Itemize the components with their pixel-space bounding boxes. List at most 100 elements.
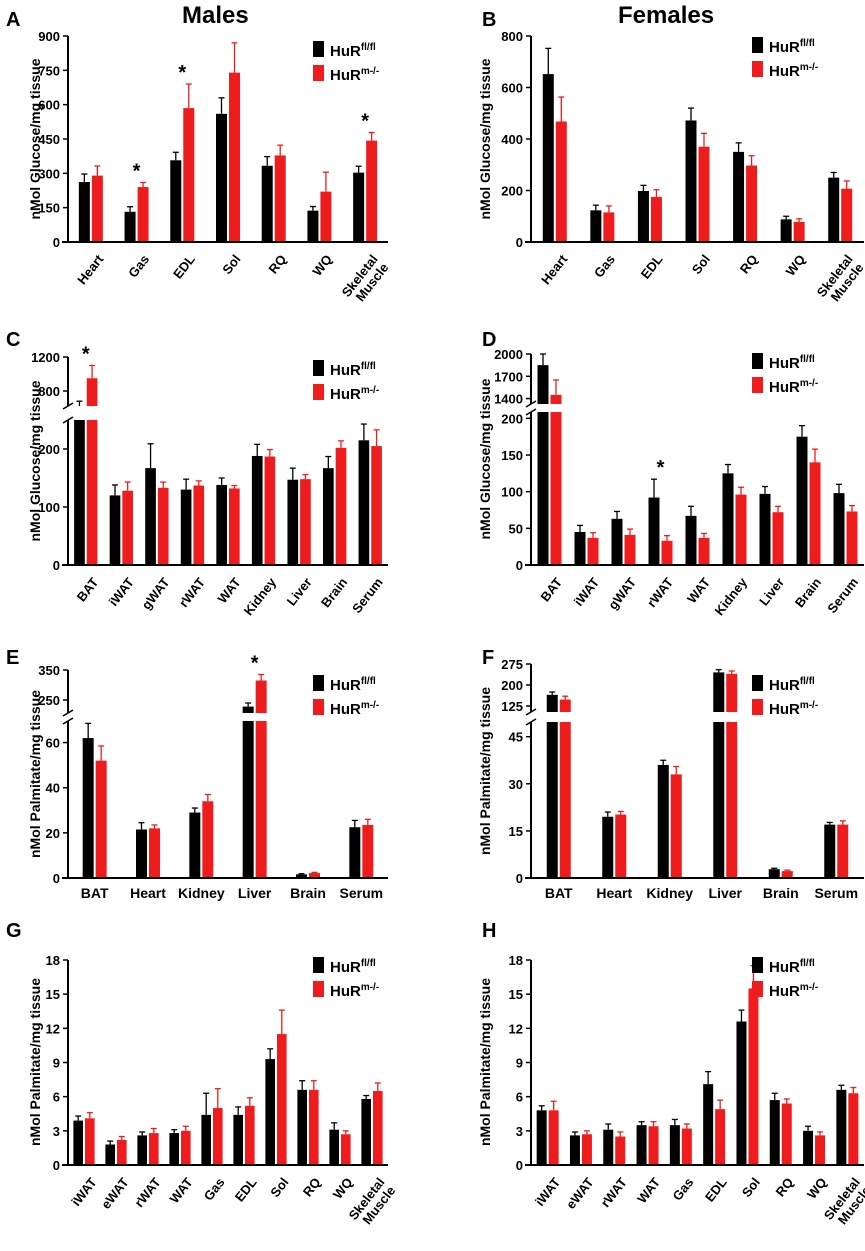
x-tick-label: Liver bbox=[709, 885, 743, 901]
y-tick-label: 200 bbox=[38, 442, 60, 457]
bar bbox=[768, 869, 780, 878]
bar bbox=[624, 534, 636, 565]
bar bbox=[648, 1126, 659, 1165]
x-tick-label: iWAT bbox=[571, 575, 602, 609]
bar bbox=[841, 188, 853, 242]
x-tick-label-line: Serum bbox=[824, 575, 861, 616]
bar bbox=[581, 1134, 592, 1165]
bar bbox=[287, 479, 299, 565]
y-axis-title: nMol Glucose/mg tissue bbox=[477, 378, 493, 539]
significance-asterisk: * bbox=[657, 457, 665, 479]
y-tick-label: 40 bbox=[46, 781, 60, 796]
legend-label-base: HuR bbox=[769, 63, 800, 80]
legend-label-base: HuR bbox=[769, 355, 800, 372]
x-tick-label-line: WAT bbox=[215, 575, 244, 606]
legend-label-base: HuR bbox=[769, 677, 800, 694]
x-tick-label-line: EDL bbox=[702, 1175, 730, 1205]
axis-break-mark bbox=[525, 708, 537, 716]
bar bbox=[781, 871, 793, 878]
y-tick-label: 300 bbox=[38, 166, 60, 181]
bar bbox=[193, 485, 205, 565]
x-tick-label: Sol bbox=[267, 1175, 291, 1200]
x-tick-label: gWAT bbox=[605, 575, 639, 613]
x-tick-label-line: Kidney bbox=[712, 574, 751, 618]
x-tick-label: Sol bbox=[689, 252, 713, 277]
legend-swatch bbox=[752, 675, 763, 691]
y-tick-label: 400 bbox=[501, 132, 523, 147]
y-tick-label: 1700 bbox=[494, 369, 523, 384]
y-tick-label: 1200 bbox=[31, 350, 60, 365]
x-tick-label: Serum bbox=[824, 575, 861, 616]
y-tick-label: 6 bbox=[516, 1090, 523, 1105]
x-tick-label-line: WQ bbox=[804, 1175, 830, 1202]
legend-label: HuRfl/fl bbox=[769, 38, 815, 56]
x-tick-label-line: EDL bbox=[232, 1175, 260, 1205]
legend-swatch bbox=[752, 957, 763, 973]
bar bbox=[726, 673, 738, 878]
bar bbox=[546, 694, 558, 878]
bar bbox=[373, 1090, 383, 1165]
legend-label-base: HuR bbox=[330, 386, 361, 403]
panel-letter: D bbox=[482, 329, 496, 351]
y-tick-label: 0 bbox=[516, 558, 523, 573]
bar bbox=[648, 497, 660, 565]
x-tick-label-line: RQ bbox=[737, 252, 761, 277]
x-tick-label-line: iWAT bbox=[571, 575, 602, 609]
bar bbox=[637, 191, 649, 242]
bar bbox=[122, 490, 133, 565]
legend-label-base: HuR bbox=[330, 677, 361, 694]
bar bbox=[296, 874, 307, 878]
x-tick-label: RQ bbox=[773, 1175, 797, 1200]
bar bbox=[796, 436, 808, 565]
axis-break-mark bbox=[62, 402, 74, 410]
x-tick-label-line: RQ bbox=[300, 1175, 324, 1200]
x-tick-label: Liver bbox=[756, 575, 787, 609]
y-tick-label: 125 bbox=[501, 699, 523, 714]
panel-letter: H bbox=[482, 920, 496, 942]
legend-swatch bbox=[752, 699, 763, 715]
legend-label-base: HuR bbox=[330, 67, 361, 84]
legend-label-superscript: m-/- bbox=[800, 62, 818, 73]
bar bbox=[109, 495, 121, 565]
y-tick-label: 1400 bbox=[494, 392, 523, 407]
y-axis-title: nMol Glucose/mg tissue bbox=[27, 58, 43, 219]
x-tick-label: RQ bbox=[737, 252, 761, 277]
legend-label-base: HuR bbox=[769, 379, 800, 396]
y-tick-label: 60 bbox=[46, 736, 60, 751]
bar bbox=[251, 455, 263, 565]
bar bbox=[86, 378, 98, 565]
bar bbox=[169, 1133, 179, 1165]
legend-label: HuRfl/fl bbox=[769, 676, 815, 694]
legend-label-base: HuR bbox=[769, 39, 800, 56]
legend-label-base: HuR bbox=[330, 701, 361, 718]
y-tick-label: 2000 bbox=[494, 347, 523, 362]
bar bbox=[349, 827, 361, 878]
bar bbox=[615, 814, 627, 878]
y-tick-label: 18 bbox=[46, 953, 60, 968]
bar bbox=[180, 489, 192, 565]
y-tick-label: 0 bbox=[53, 1158, 60, 1173]
x-tick-label: WAT bbox=[684, 575, 713, 606]
bar bbox=[735, 494, 747, 565]
x-tick-label-line: EDL bbox=[170, 252, 198, 282]
x-tick-label: BAT bbox=[74, 575, 102, 605]
bar bbox=[137, 1135, 147, 1165]
bar bbox=[320, 191, 332, 242]
significance-asterisk: * bbox=[133, 160, 141, 182]
bar bbox=[574, 532, 586, 565]
x-tick-label-line: rWAT bbox=[644, 575, 676, 610]
x-tick-label: WQ bbox=[330, 1175, 356, 1202]
y-tick-label: 600 bbox=[501, 81, 523, 96]
legend-label: HuRfl/fl bbox=[769, 958, 815, 976]
y-tick-label: 150 bbox=[38, 201, 60, 216]
x-tick-label: rWAT bbox=[131, 1175, 163, 1210]
y-tick-label: 600 bbox=[38, 98, 60, 113]
x-tick-label-line: iWAT bbox=[532, 1175, 563, 1209]
bar bbox=[848, 1093, 859, 1165]
y-tick-label: 18 bbox=[509, 953, 523, 968]
y-tick-label: 3 bbox=[53, 1124, 60, 1139]
legend-label-base: HuR bbox=[330, 959, 361, 976]
x-tick-label-line: RQ bbox=[773, 1175, 797, 1200]
